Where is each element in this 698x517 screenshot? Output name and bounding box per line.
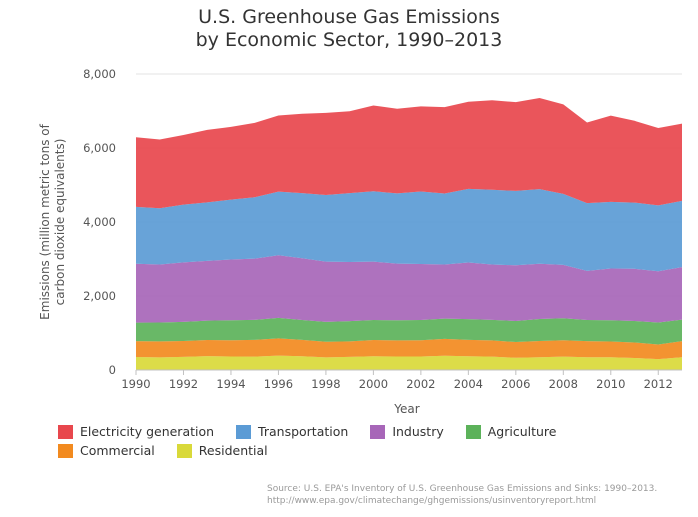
area-series-residential[interactable] [136,355,682,370]
legend-item-commercial[interactable]: Commercial [58,444,155,458]
y-tick-label: 8,000 [83,67,116,81]
legend-item-industry[interactable]: Industry [370,424,444,439]
stacked-area-chart: 0 2,000 4,000 6,000 8,000 1990 1992 1994 1996 199… [38,67,682,416]
legend-swatch [370,425,386,439]
area-series-industry[interactable] [136,255,682,323]
x-tick-label: 1990 [121,377,150,391]
legend-item-agriculture[interactable]: Agriculture [465,424,557,439]
x-tick-label: 2012 [644,377,673,391]
legend-item-electricity-generation[interactable]: Electricity generation [58,425,214,439]
legend-swatch [176,444,192,458]
legend-swatch [58,425,73,439]
area-series-agriculture[interactable] [136,317,682,345]
y-axis-label: Emissions (million metric tons of carbon… [38,123,67,319]
legend-item-residential[interactable]: Residential [176,443,268,458]
source-line-1: Source: U.S. EPA's Inventory of U.S. Gre… [267,484,658,494]
x-tick-label: 2008 [549,377,578,391]
x-tick-label: 1994 [216,377,245,391]
legend-swatch [236,425,252,439]
legend-label: Residential [198,443,268,458]
y-axis-label-line-1: Emissions (million metric tons of [38,123,52,319]
chart-title: U.S. Greenhouse Gas Emissions [198,6,500,28]
legend-item-transportation[interactable]: Transportation [236,425,348,439]
x-tick-label: 1998 [311,377,340,391]
area-series-commercial[interactable] [136,338,682,360]
y-tick-label: 6,000 [83,141,116,155]
y-tick-label: 2,000 [83,289,116,303]
x-tick-label: 2006 [501,377,530,391]
chart-subtitle: by Economic Sector, 1990–2013 [195,29,503,51]
x-tick-label: 2004 [454,377,483,391]
area-series-group [136,98,682,370]
legend: Electricity generation Transportation Indu… [58,425,678,458]
legend-swatch [465,425,481,439]
legend-swatch [58,444,73,458]
legend-label: Agriculture [487,424,557,439]
y-axis-label-line-2: carbon dioxide equivalents) [53,139,67,306]
legend-label: Electricity generation [80,424,215,439]
legend-label: Commercial [80,443,155,458]
x-tick-label: 2010 [596,377,625,391]
x-tick-label: 2000 [359,377,388,391]
x-tick-label: 1996 [264,377,293,391]
x-tick-label: 1992 [169,377,198,391]
x-tick-label: 2002 [406,377,435,391]
y-tick-label: 4,000 [83,215,116,229]
source-note: Source: U.S. EPA's Inventory of U.S. Gre… [267,483,657,507]
legend-label: Transportation [258,424,349,439]
area-series-transportation[interactable] [136,188,682,272]
axes: 0 2,000 4,000 6,000 8,000 1990 1992 1994 1996 199… [83,67,682,391]
y-tick-label: 0 [109,363,116,377]
area-series-electricity-generation[interactable] [136,98,682,209]
source-url: http://www.epa.gov/climatechange/ghgemis… [267,496,597,506]
x-axis-label: Year [393,402,419,416]
legend-label: Industry [392,424,444,439]
